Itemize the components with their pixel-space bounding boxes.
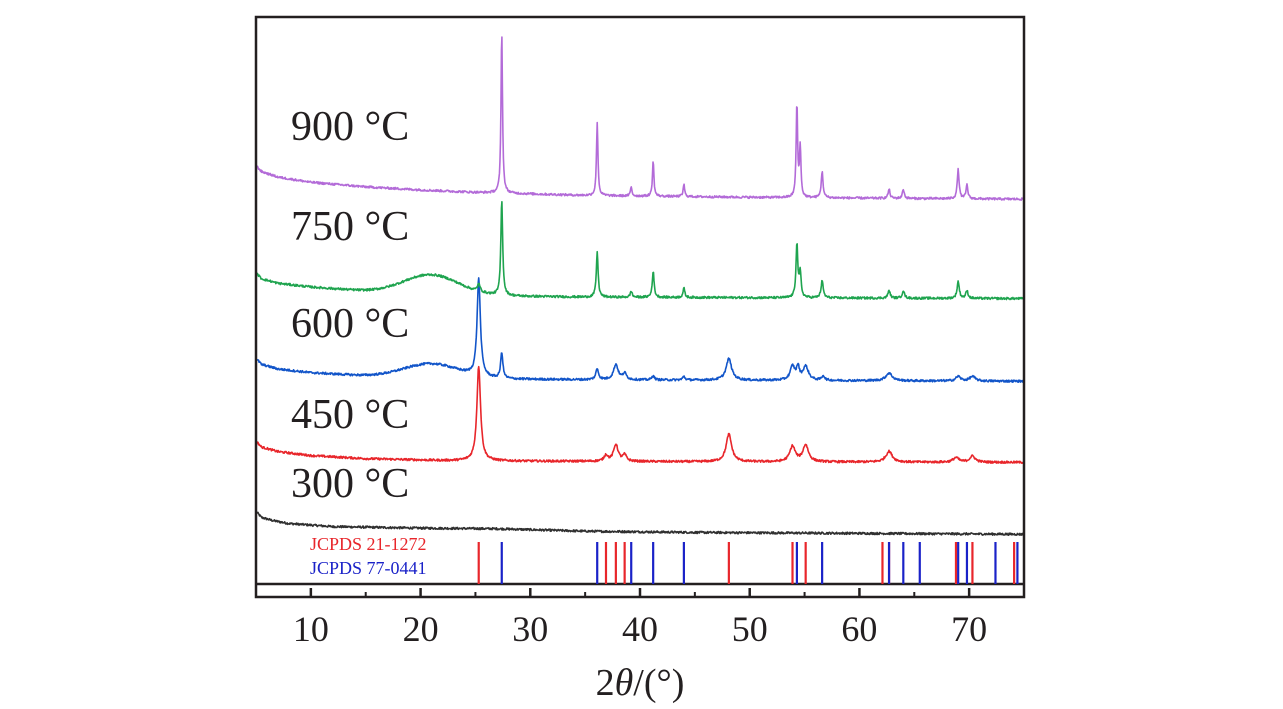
x-axis-label: 2θ/(°) (596, 662, 685, 704)
x-tick-label: 50 (732, 609, 768, 649)
x-axis-label-symbol: θ (615, 662, 634, 704)
series-labels: 300 °C 450 °C 600 °C 750 °C 900 °C (291, 104, 409, 507)
x-tick-label: 10 (293, 609, 329, 649)
x-tick-label: 20 (403, 609, 439, 649)
series-label-600: 600 °C (291, 301, 409, 347)
x-tick-label: 60 (841, 609, 877, 649)
reference-label: JCPDS 77-0441 (310, 558, 427, 578)
series-line-900 (256, 36, 1025, 201)
series-line-300 (255, 511, 1025, 537)
series-line-750 (255, 200, 1025, 301)
series-line-450 (255, 365, 1025, 465)
series-label-900: 900 °C (291, 104, 409, 150)
series-label-300: 300 °C (291, 461, 409, 507)
x-axis-label-prefix: 2 (596, 662, 615, 704)
series-label-450: 450 °C (291, 392, 409, 438)
x-axis: 10 20 30 40 50 60 70 (293, 588, 987, 649)
series-line-600 (255, 277, 1025, 384)
series-label-750: 750 °C (291, 204, 409, 250)
series-layer (255, 36, 1025, 537)
reference-patterns: JCPDS 21-1272 JCPDS 77-0441 (256, 534, 1024, 586)
x-tick-label: 70 (951, 609, 987, 649)
x-axis-label-suffix: /(°) (633, 662, 684, 704)
x-tick-label: 30 (512, 609, 548, 649)
reference-label: JCPDS 21-1272 (310, 534, 427, 554)
x-tick-label: 40 (622, 609, 658, 649)
